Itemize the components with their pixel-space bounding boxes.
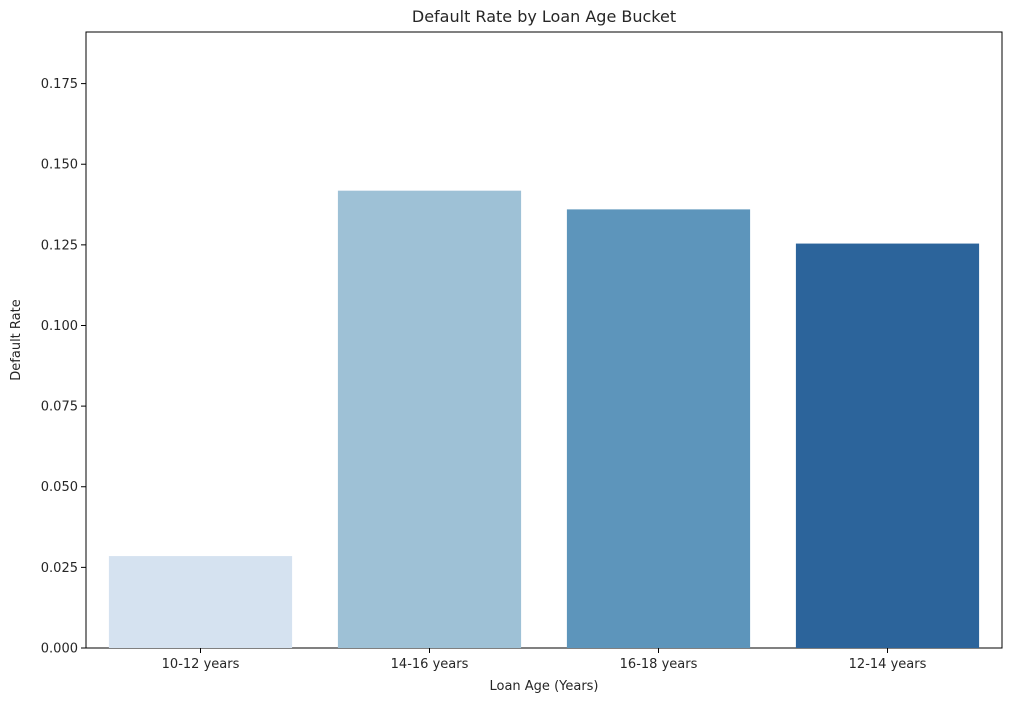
y-tick-label: 0.100 xyxy=(41,319,78,334)
x-tick-label: 12-14 years xyxy=(849,657,927,672)
y-tick-label: 0.050 xyxy=(41,480,78,495)
y-tick-label: 0.075 xyxy=(41,400,78,415)
bar-14-16-years xyxy=(337,190,522,648)
y-tick-label: 0.125 xyxy=(41,238,78,253)
x-tick-label: 16-18 years xyxy=(620,657,698,672)
y-tick-label: 0.175 xyxy=(41,77,78,92)
y-tick-label: 0.000 xyxy=(41,642,78,657)
bar-10-12-years xyxy=(108,556,293,648)
bar-12-14-years xyxy=(795,243,980,648)
y-tick-label: 0.025 xyxy=(41,561,78,576)
bars xyxy=(108,190,980,648)
chart-title: Default Rate by Loan Age Bucket xyxy=(412,7,676,26)
x-tick-label: 10-12 years xyxy=(162,657,240,672)
x-axis-title: Loan Age (Years) xyxy=(489,679,598,694)
bar-16-18-years xyxy=(566,209,751,648)
x-tick-label: 14-16 years xyxy=(391,657,469,672)
y-axis-title: Default Rate xyxy=(9,299,24,380)
y-axis: 0.000 0.025 0.050 0.075 0.100 0.125 0.150 0.175 xyxy=(41,77,86,657)
x-axis: 10-12 years 14-16 years 16-18 years 12-14 y… xyxy=(162,648,927,672)
y-tick-label: 0.150 xyxy=(41,158,78,173)
